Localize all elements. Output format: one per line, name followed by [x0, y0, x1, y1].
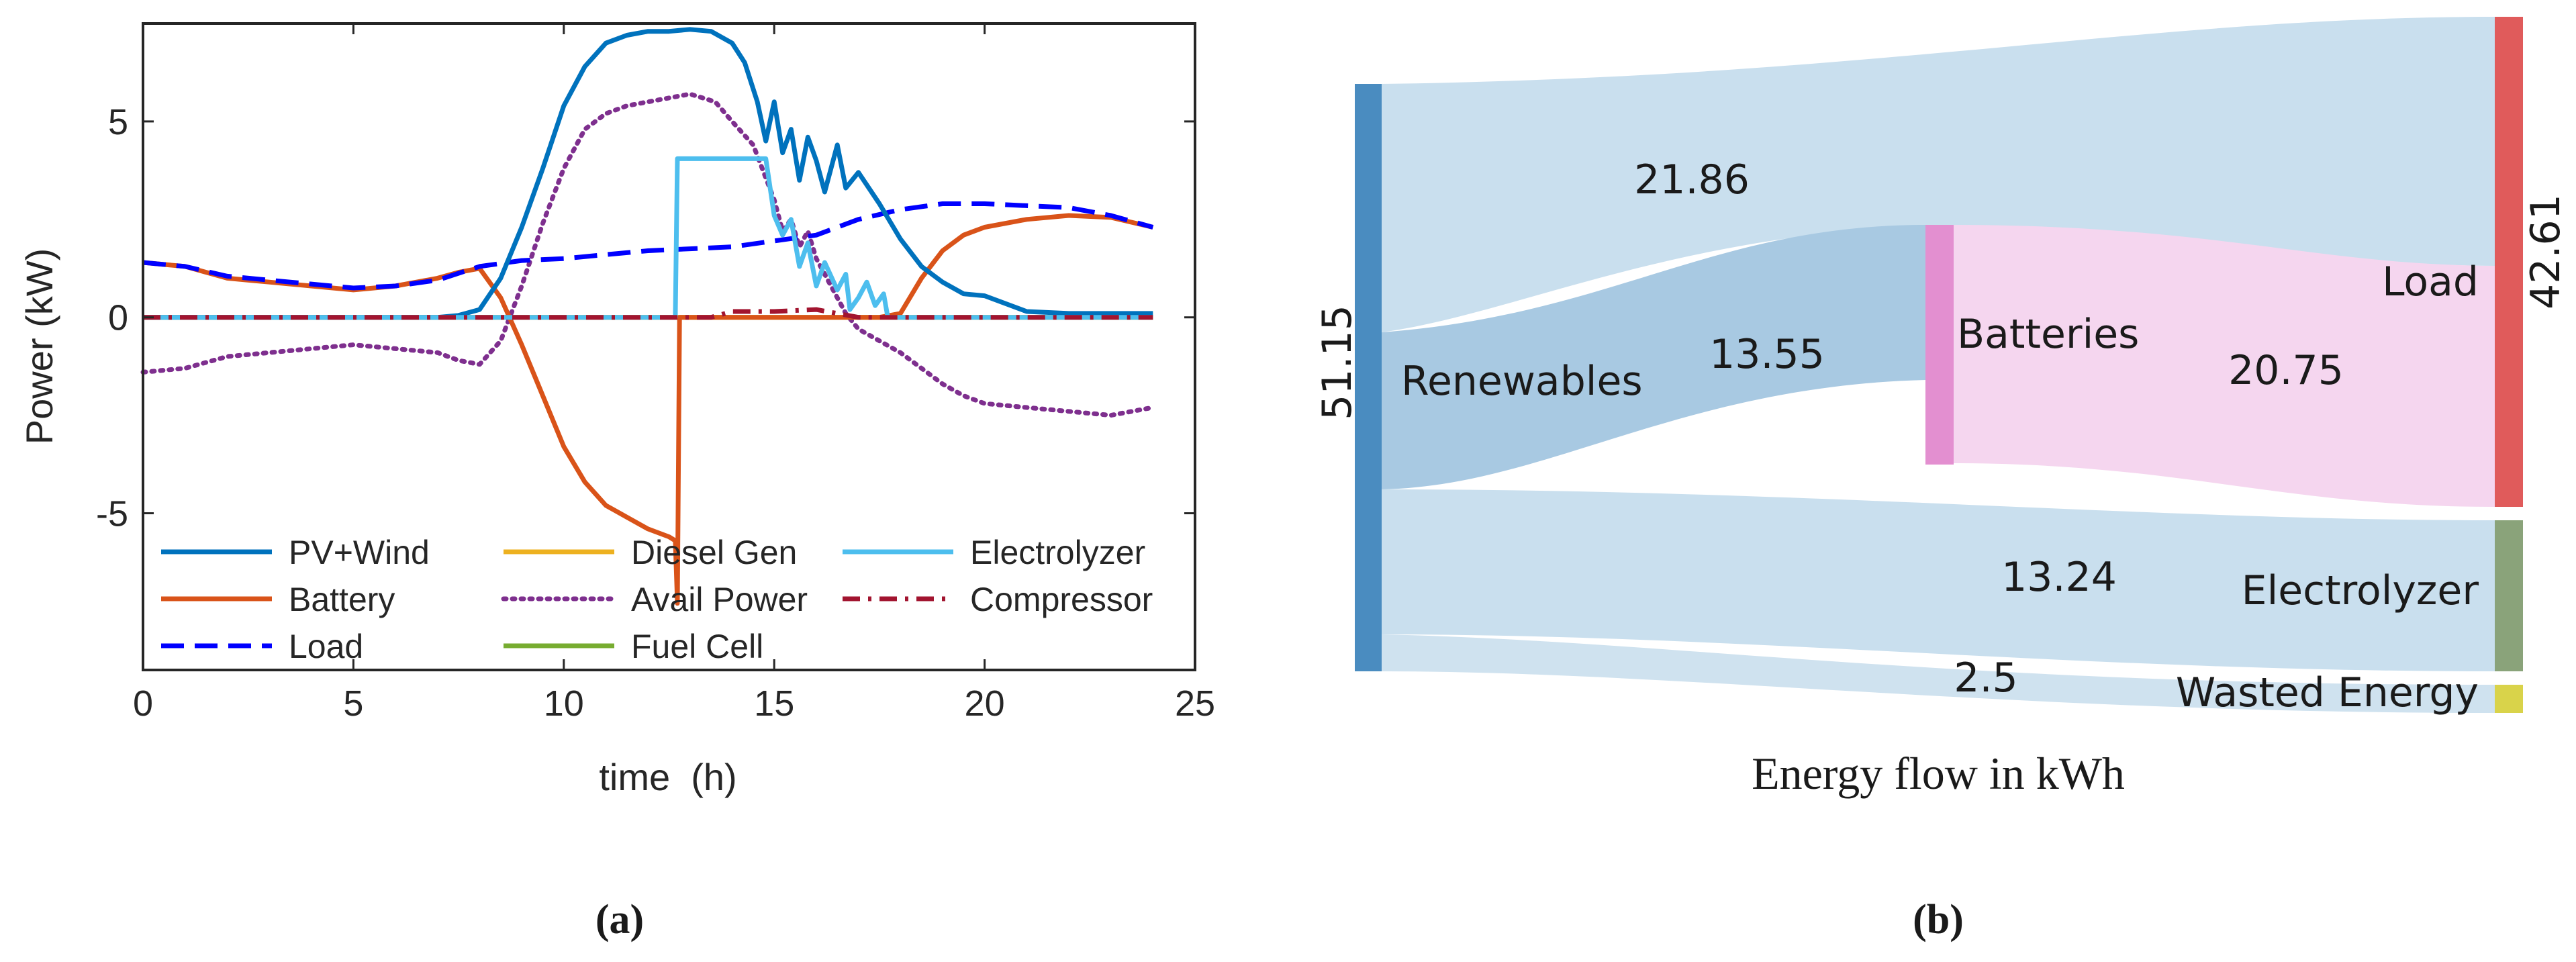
node-label-load: Load	[2382, 258, 2479, 305]
plot-area	[142, 22, 1196, 671]
panel-b-label: (b)	[1913, 897, 1964, 943]
link-value-renewables-batteries: 13.55	[1709, 331, 1825, 378]
plot-frame	[142, 22, 1196, 671]
legend-label-electrolyzer: Electrolyzer	[970, 534, 1145, 571]
series-line-compressor	[143, 307, 1153, 320]
x-tick-label: 0	[133, 683, 153, 724]
node-load	[2495, 17, 2523, 507]
x-tick-label: 5	[343, 683, 363, 724]
link-value-renewables-electrolyzer: 13.24	[2001, 554, 2117, 601]
link-renewables-wasted	[1381, 634, 2495, 713]
node-label-batteries: Batteries	[1957, 311, 2139, 358]
node-label-wasted-energy: Wasted Energy	[2176, 669, 2479, 716]
series-layer	[140, 27, 1155, 606]
ticks-layer: 0 5 10 15 20 25 5 0 -5	[96, 23, 1215, 724]
legend-label-fuelcell: Fuel Cell	[631, 628, 763, 665]
node-total-load: 42.61	[2522, 194, 2569, 309]
sankey-diagram: Renewables Batteries Load Electrolyzer W…	[1314, 17, 2569, 799]
node-batteries	[1925, 225, 1954, 465]
legend-label-compressor: Compressor	[970, 581, 1153, 618]
x-tick-label: 15	[754, 683, 794, 724]
x-tick-label: 20	[965, 683, 1005, 724]
link-value-renewables-wasted: 2.5	[1954, 655, 2017, 702]
series-line-avail	[140, 91, 1155, 418]
legend: PV+Wind Battery Load Diesel Gen Avail Power F…	[161, 534, 1153, 665]
y-tick-label: -5	[96, 494, 128, 534]
legend-label-diesel: Diesel Gen	[631, 534, 797, 571]
node-electrolyzer	[2495, 520, 2523, 671]
legend-label-pv-wind: PV+Wind	[289, 534, 430, 571]
panel-a-label: (a)	[595, 897, 644, 943]
node-label-renewables: Renewables	[1401, 358, 1643, 405]
link-renewables-load	[1381, 17, 2495, 332]
link-value-batteries-load: 20.75	[2228, 347, 2344, 394]
y-axis-label: Power (kW)	[18, 248, 60, 444]
series-line-pv-wind	[143, 27, 1153, 320]
link-renewables-electrolyzer	[1381, 489, 2495, 671]
x-tick-label: 25	[1175, 683, 1215, 724]
link-batteries-load	[1952, 225, 2495, 507]
node-label-electrolyzer: Electrolyzer	[2242, 567, 2479, 614]
legend-label-battery: Battery	[289, 581, 395, 618]
link-value-renewables-load: 21.86	[1634, 156, 1750, 203]
node-renewables	[1355, 84, 1382, 671]
node-total-renewables: 51.15	[1314, 305, 1361, 420]
legend-label-avail: Avail Power	[631, 581, 808, 618]
y-tick-label: 0	[108, 298, 128, 338]
node-wasted-energy	[2495, 685, 2523, 713]
series-line-electrolyzer	[143, 156, 1153, 320]
legend-label-load: Load	[289, 628, 363, 665]
line-chart: 0 5 10 15 20 25 5 0 -5 Power (kW) time (h) PV+Wi…	[18, 22, 1215, 798]
series-line-load	[142, 201, 1154, 291]
x-axis-label: time (h)	[599, 756, 736, 798]
sankey-title: Energy flow in kWh	[1752, 748, 2125, 799]
link-renewables-batteries	[1381, 225, 1925, 489]
x-tick-label: 10	[544, 683, 584, 724]
y-tick-label: 5	[108, 102, 128, 142]
